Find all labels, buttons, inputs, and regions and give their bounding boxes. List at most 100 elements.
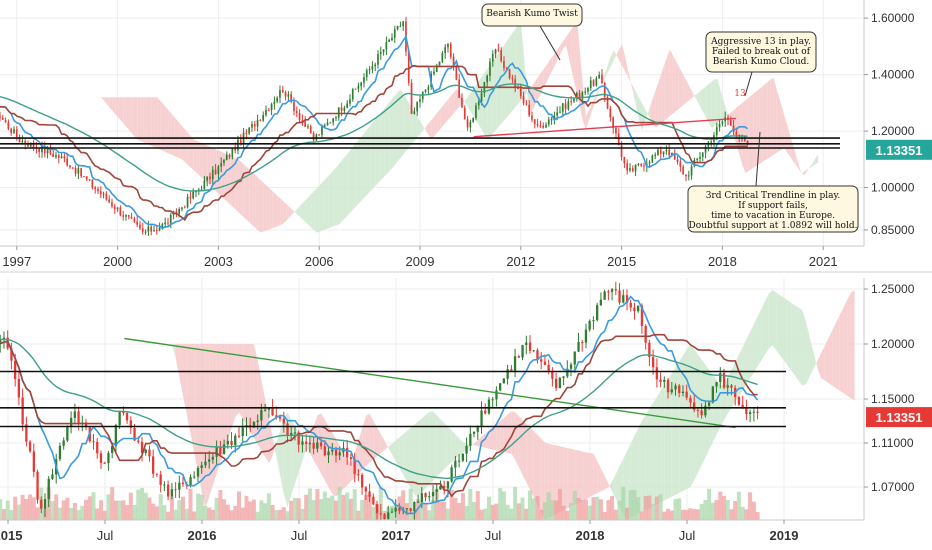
cloud-segment <box>297 205 301 218</box>
candle <box>640 305 644 326</box>
candle <box>58 445 62 460</box>
price-tick-label: 1.60000 <box>871 11 915 25</box>
volume-bar <box>248 501 253 520</box>
candle <box>239 139 242 145</box>
candle <box>304 121 306 127</box>
cloud-segment <box>717 79 721 124</box>
cloud-segment <box>560 40 564 54</box>
volume-bar <box>311 500 316 520</box>
cloud-segment <box>205 144 208 184</box>
candle <box>643 165 645 167</box>
cloud-segment <box>552 444 557 517</box>
candle <box>539 125 542 127</box>
candle <box>4 120 7 123</box>
candle <box>569 364 573 369</box>
annotation-kumo-twist-text: Bearish Kumo Twist <box>486 9 578 19</box>
monthly-chart-panel[interactable]: Bearish Kumo Twist Aggressive 13 in play.… <box>0 0 932 269</box>
cloud-segment <box>253 344 258 445</box>
volume-bar <box>513 487 518 520</box>
volume-bar <box>293 498 297 520</box>
price-tick-label: 1.07000 <box>871 480 915 494</box>
cloud-segment <box>619 44 623 66</box>
annotation-critical-trendline-text: Doubtful support at 1.0892 will hold. <box>689 221 858 231</box>
cloud-segment <box>277 196 281 227</box>
weekly-chart-panel[interactable]: 1.25000 1.20000 1.15000 1.11000 1.07000 1.133… <box>0 278 932 543</box>
cloud-segment <box>720 384 724 427</box>
volume-bar <box>494 503 499 520</box>
candle <box>97 189 99 192</box>
cloud-segment <box>815 154 819 165</box>
time-tick-label: 2015 <box>607 254 636 269</box>
candle <box>409 508 412 511</box>
cloud-segment <box>423 126 427 132</box>
candle <box>144 449 147 453</box>
candle <box>158 227 161 231</box>
candle <box>452 56 455 66</box>
cloud-segment <box>615 466 620 507</box>
cloud-segment <box>325 176 329 230</box>
volume-bar <box>76 509 81 520</box>
candle <box>178 482 181 490</box>
candle <box>746 140 749 143</box>
volume-bar <box>520 497 525 520</box>
candle <box>66 158 68 166</box>
cloud-segment <box>780 295 784 361</box>
cloud-segment <box>649 402 654 509</box>
volume-bar <box>475 491 480 520</box>
candle <box>83 176 85 178</box>
candle <box>223 160 225 164</box>
candle <box>385 42 388 50</box>
cloud-segment <box>546 60 550 82</box>
candle <box>327 451 330 456</box>
cloud-segment <box>154 97 158 149</box>
cloud-segment <box>767 79 771 159</box>
cloud-segment <box>123 97 127 128</box>
volume-bar <box>102 510 107 520</box>
volume-bar <box>106 494 111 520</box>
cloud-segment <box>356 139 359 207</box>
cloud-segment <box>720 88 723 122</box>
cloud-segment <box>317 185 320 233</box>
candle <box>114 425 117 447</box>
volume-bar <box>158 494 163 520</box>
cloud-segment <box>593 453 598 496</box>
volume-bar <box>345 492 350 520</box>
annotation-critical-trendline-text: If support fails, <box>738 201 808 211</box>
candle <box>674 385 677 390</box>
candle <box>654 154 656 156</box>
candle <box>140 441 144 453</box>
candle <box>458 79 460 98</box>
volume-bar <box>569 503 573 520</box>
cloud-segment <box>660 385 665 503</box>
volume-bar <box>733 501 738 520</box>
candle <box>278 416 282 419</box>
cloud-segment <box>227 154 231 205</box>
volume-bar <box>714 499 719 520</box>
monthly-horizontal-levels <box>0 137 840 149</box>
candle <box>446 481 450 489</box>
candle <box>469 121 472 128</box>
candle <box>137 440 140 442</box>
candle <box>69 165 71 168</box>
candle <box>343 107 346 111</box>
cloud-segment <box>121 97 124 124</box>
volume-bar <box>20 494 25 520</box>
cloud-segment <box>776 87 779 154</box>
cloud-segment <box>177 120 180 159</box>
volume-bar <box>740 506 745 520</box>
candle <box>719 373 722 383</box>
cloud-segment <box>98 97 102 98</box>
volume-bar <box>662 511 667 520</box>
volume-bar <box>632 489 637 520</box>
cloud-segment <box>465 96 469 108</box>
candle <box>491 53 494 62</box>
cloud-segment <box>813 352 818 369</box>
candle <box>189 477 192 486</box>
cloud-segment <box>373 420 377 460</box>
cloud-segment <box>272 190 275 229</box>
candle <box>407 51 410 83</box>
volume-bar <box>427 510 432 520</box>
cloud-segment <box>249 169 253 226</box>
cloud-segment <box>627 69 631 82</box>
